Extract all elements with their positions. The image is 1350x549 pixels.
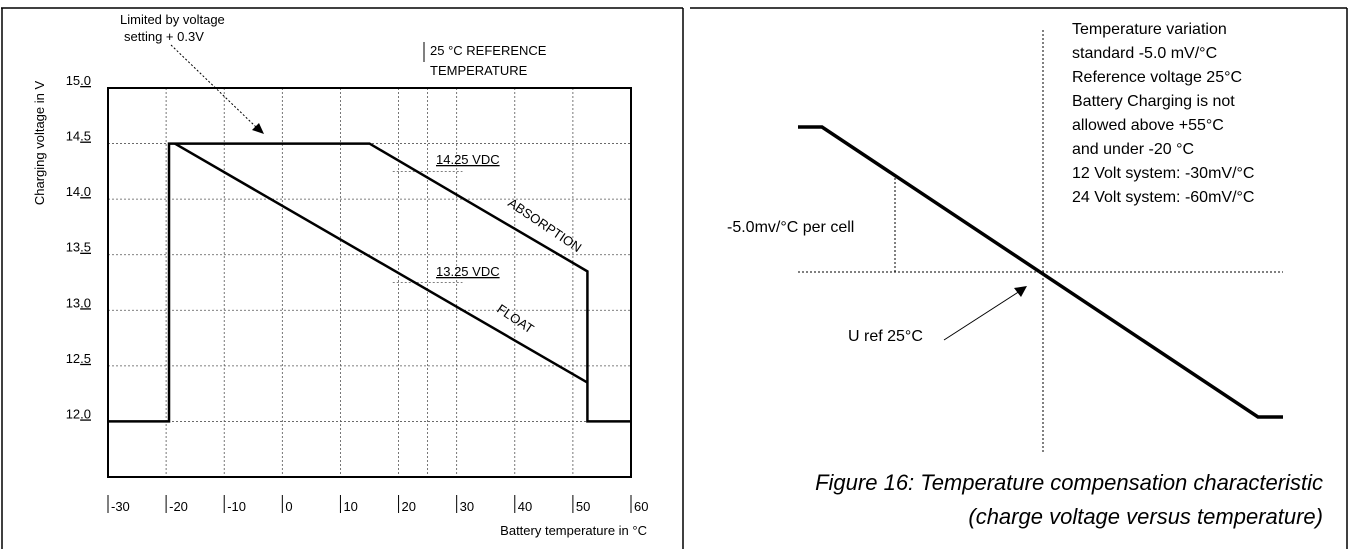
left-chart-series (108, 142, 631, 423)
left-chart-frame (107, 87, 632, 478)
note-line-1: Temperature variation (1072, 21, 1227, 38)
ref-arrowhead (1014, 286, 1027, 297)
annotation-limited-line1: Limited by voltage (120, 12, 225, 27)
x-tick-label: 0 (285, 499, 292, 514)
slope-label: -5.0mv/°C per cell (727, 219, 854, 236)
x-tick-label: 20 (402, 499, 416, 514)
note-line-3: Reference voltage 25°C (1072, 69, 1242, 86)
x-tick-label: -30 (111, 499, 130, 514)
left-chart-y-ticks: 15.0 14.5 14.0 13.5 13.0 12.5 12.0 (66, 73, 91, 421)
caption-line-2: (charge voltage versus temperature) (968, 504, 1323, 529)
x-axis-label: Battery temperature in °C (500, 523, 647, 538)
y-tick-label: 14.0 (66, 184, 91, 199)
note-line-4: Battery Charging is not (1072, 93, 1235, 110)
x-tick-label: 60 (634, 499, 648, 514)
annotation-limited-arrowhead (252, 123, 264, 134)
reference-label-14-25: 14.25 VDC (436, 152, 500, 167)
series-line-absorption (108, 142, 631, 423)
note-line-6: and under -20 °C (1072, 141, 1194, 158)
left-chart: 15.0 14.5 14.0 13.5 13.0 12.5 12.0 -30 -20 -10 0 1… (32, 12, 648, 538)
y-tick-label: 12.5 (66, 351, 91, 366)
y-tick-label: 13.0 (66, 295, 91, 310)
x-tick-label: 40 (518, 499, 532, 514)
left-chart-grid (108, 88, 631, 477)
ref-arrow (943, 290, 1021, 341)
x-tick-label: 30 (460, 499, 474, 514)
annotation-limited-arrow (170, 44, 257, 128)
note-line-7: 12 Volt system: -30mV/°C (1072, 165, 1254, 182)
y-tick-label: 13.5 (66, 240, 91, 255)
compensation-line (798, 125, 1283, 419)
x-tick-label: 50 (576, 499, 590, 514)
y-tick-label: 15.0 (66, 73, 91, 88)
annotation-reference-line1: 25 °C REFERENCE (430, 43, 547, 58)
ref-label: U ref 25°C (848, 328, 923, 345)
x-tick-label: 10 (343, 499, 357, 514)
y-axis-label: Charging voltage in V (32, 81, 47, 206)
left-chart-x-ticks: -30 -20 -10 0 10 20 30 40 50 60 (107, 495, 648, 514)
figure-caption: Figure 16: Temperature compensation char… (815, 466, 1323, 534)
caption-line-1: Figure 16: Temperature compensation char… (815, 470, 1323, 495)
x-tick-label: -10 (227, 499, 246, 514)
note-line-8: 24 Volt system: -60mV/°C (1072, 189, 1254, 206)
y-tick-label: 14.5 (66, 129, 91, 144)
series-line-float (174, 142, 589, 384)
annotation-limited-line2: setting + 0.3V (124, 29, 204, 44)
plot-frame (107, 87, 632, 478)
annotation-reference-line2: TEMPERATURE (430, 63, 528, 78)
y-tick-label: 12.0 (66, 406, 91, 421)
x-tick-label: -20 (169, 499, 188, 514)
note-line-5: allowed above +55°C (1072, 117, 1224, 134)
reference-label-13-25: 13.25 VDC (436, 264, 500, 279)
right-chart: -5.0mv/°C per cell U ref 25°C Temperatur… (727, 21, 1283, 452)
note-line-2: standard -5.0 mV/°C (1072, 45, 1217, 62)
